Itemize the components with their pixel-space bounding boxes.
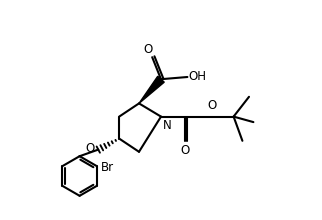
Text: Br: Br (101, 161, 114, 174)
Text: OH: OH (188, 70, 206, 83)
Text: O: O (85, 142, 94, 155)
Polygon shape (139, 76, 164, 103)
Text: N: N (163, 119, 172, 132)
Text: O: O (181, 144, 190, 157)
Text: O: O (207, 99, 216, 112)
Text: O: O (144, 43, 153, 56)
